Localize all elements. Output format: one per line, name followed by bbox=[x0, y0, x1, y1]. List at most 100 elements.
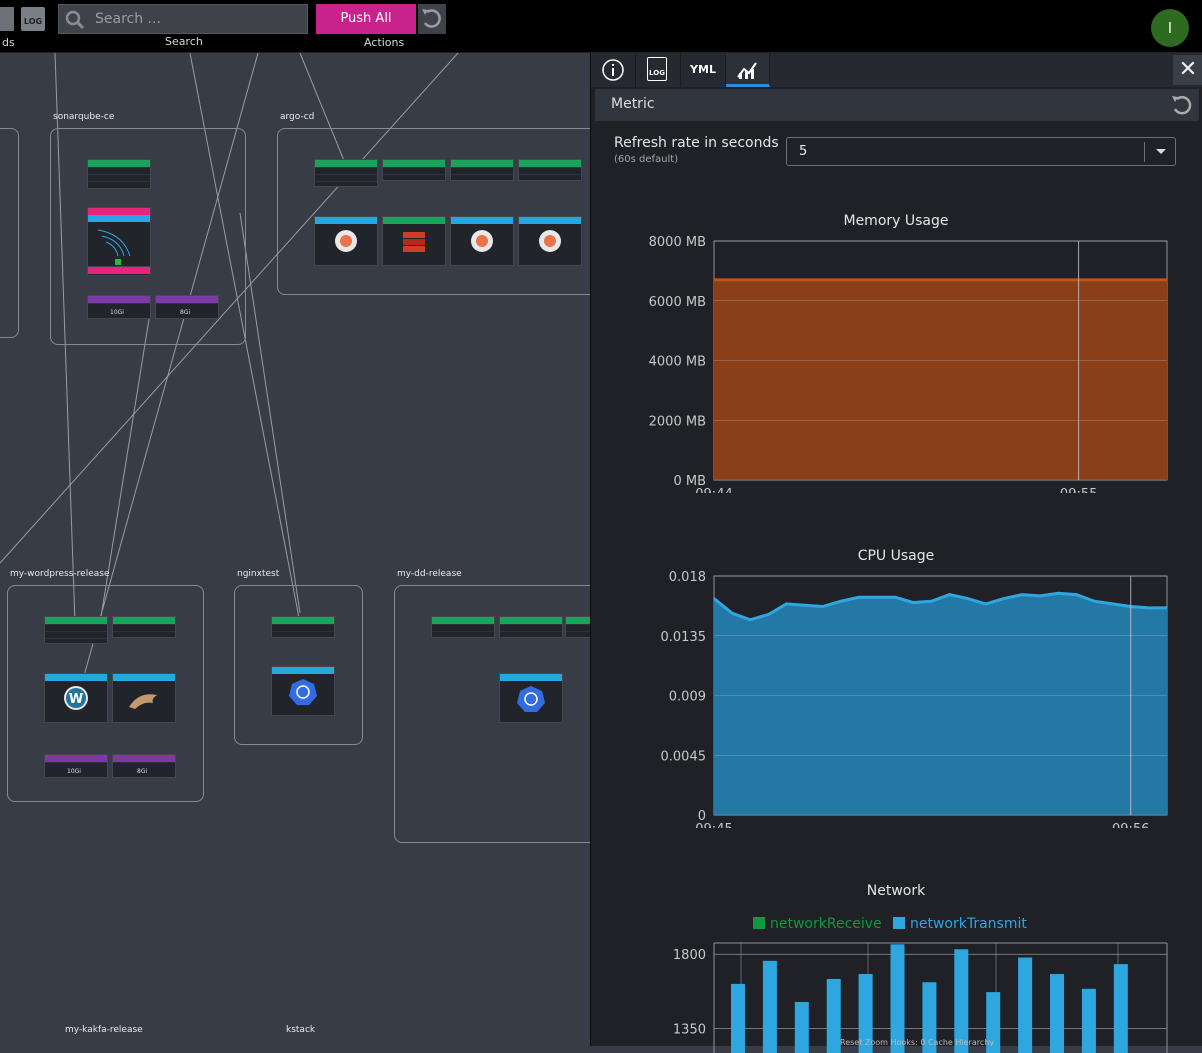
deployment-card[interactable] bbox=[314, 216, 378, 266]
y-tick-label: 0.009 bbox=[669, 690, 706, 705]
volume-size: 10Gi bbox=[110, 309, 124, 316]
volume-card[interactable] bbox=[87, 266, 151, 276]
select-separator bbox=[1144, 142, 1145, 162]
group-sonarqube-ce[interactable]: 10Gi 8Gi bbox=[50, 128, 246, 345]
close-panel-button[interactable]: ✕ bbox=[1173, 55, 1202, 85]
actions-caption: Actions bbox=[364, 36, 405, 49]
service-card[interactable] bbox=[87, 159, 151, 189]
deployment-card[interactable]: W bbox=[44, 673, 108, 723]
service-card[interactable] bbox=[44, 616, 108, 644]
redis-icon bbox=[403, 232, 425, 252]
network-transmit-bar bbox=[986, 992, 1001, 1053]
metric-section-header: Metric bbox=[595, 89, 1199, 121]
partial-group bbox=[0, 128, 19, 338]
volume-card[interactable]: 8Gi bbox=[155, 295, 219, 319]
network-transmit-bar bbox=[762, 960, 777, 1053]
status-bar: Reset Zoom Hooks: 0 Cache Hierarchy bbox=[840, 1038, 995, 1046]
argo-icon bbox=[471, 230, 493, 252]
group-label-kstack: kstack bbox=[286, 1025, 316, 1035]
statefulset-card[interactable] bbox=[87, 207, 151, 269]
series-area bbox=[714, 593, 1167, 815]
series-area bbox=[714, 279, 1167, 480]
chart-title: Network bbox=[867, 883, 926, 899]
search-input[interactable]: Search ... bbox=[58, 4, 308, 34]
tab-yml[interactable]: YML bbox=[681, 53, 726, 87]
deployment-card[interactable] bbox=[382, 216, 446, 266]
log-icon[interactable]: LOG bbox=[21, 7, 45, 31]
refresh-rate-label: Refresh rate in seconds bbox=[614, 135, 779, 151]
volume-card[interactable]: 10Gi bbox=[44, 754, 108, 778]
group-my-wordpress-release[interactable]: W 10Gi 8Gi bbox=[7, 585, 204, 802]
close-icon: ✕ bbox=[1178, 57, 1198, 82]
network-transmit-bar bbox=[954, 949, 969, 1053]
mariadb-icon bbox=[129, 694, 157, 709]
deployment-card[interactable] bbox=[271, 666, 335, 716]
y-tick-label: 4000 MB bbox=[649, 355, 706, 370]
service-card[interactable] bbox=[518, 159, 582, 181]
network-transmit-bar bbox=[858, 974, 873, 1053]
statefulset-card[interactable] bbox=[112, 673, 176, 723]
sonarqube-icon bbox=[97, 229, 131, 257]
group-nginxtest[interactable] bbox=[234, 585, 363, 745]
series-line bbox=[713, 591, 1167, 622]
search-icon bbox=[65, 10, 85, 30]
search-placeholder: Search ... bbox=[95, 11, 161, 27]
service-card[interactable] bbox=[431, 616, 495, 638]
deployment-card[interactable] bbox=[450, 216, 514, 266]
tab-log[interactable]: LOG bbox=[636, 53, 681, 87]
refresh-rate-select[interactable]: 5 bbox=[786, 137, 1176, 166]
volume-card[interactable]: 10Gi bbox=[87, 295, 151, 319]
kubernetes-icon bbox=[517, 686, 545, 712]
chart-title: CPU Usage bbox=[858, 548, 935, 564]
group-argo-cd[interactable] bbox=[277, 128, 590, 295]
topology-canvas[interactable]: sonarqube-ce 10Gi 8Gi argo-cd my-wordpre… bbox=[0, 53, 590, 1046]
y-tick-label: 0.0045 bbox=[661, 749, 707, 764]
group-label-nginxtest: nginxtest bbox=[237, 569, 280, 579]
x-tick-label: 09:44 bbox=[695, 487, 732, 493]
log-icon-label: LOG bbox=[23, 17, 43, 26]
y-tick-label: 1800 bbox=[673, 948, 706, 963]
kubernetes-icon bbox=[289, 679, 317, 705]
wordpress-icon: W bbox=[64, 686, 88, 710]
panel-tabs: LOG YML ✕ bbox=[591, 53, 1202, 87]
user-avatar[interactable]: I bbox=[1151, 9, 1189, 47]
y-tick-label: 0 MB bbox=[673, 474, 706, 489]
group-label-my-kakfa-release: my-kakfa-release bbox=[65, 1025, 143, 1035]
daemonset-card[interactable] bbox=[499, 673, 563, 723]
network-transmit-bar bbox=[1050, 974, 1065, 1053]
network-chart: Network networkReceive networkTransmit 1800… bbox=[673, 883, 1168, 1053]
tab-metrics[interactable] bbox=[726, 53, 770, 87]
tab-info[interactable] bbox=[591, 53, 636, 87]
service-card[interactable] bbox=[499, 616, 563, 638]
network-transmit-bar bbox=[731, 983, 745, 1053]
service-card[interactable] bbox=[112, 616, 176, 638]
group-my-dd-release[interactable] bbox=[394, 585, 590, 843]
service-card[interactable] bbox=[450, 159, 514, 181]
volume-size: 8Gi bbox=[180, 309, 191, 316]
service-card[interactable] bbox=[314, 159, 378, 187]
network-transmit-bar bbox=[1018, 957, 1033, 1053]
service-card[interactable] bbox=[382, 159, 446, 181]
y-tick-label: 0.018 bbox=[669, 570, 706, 585]
x-tick-label: 09:45 bbox=[695, 822, 732, 828]
network-transmit-bar bbox=[1081, 988, 1096, 1053]
undo-icon bbox=[422, 9, 441, 28]
group-label-argo-cd: argo-cd bbox=[280, 112, 315, 122]
network-transmit-bar bbox=[794, 1002, 809, 1053]
sidebar-toggle-icon[interactable] bbox=[0, 7, 14, 31]
network-transmit-bar bbox=[1113, 964, 1128, 1053]
legend-label: networkReceive bbox=[770, 916, 882, 932]
service-card[interactable] bbox=[271, 616, 335, 638]
legend-swatch bbox=[753, 917, 765, 929]
chevron-down-icon[interactable] bbox=[1156, 149, 1166, 154]
volume-card[interactable]: 8Gi bbox=[112, 754, 176, 778]
undo-button[interactable] bbox=[418, 4, 446, 34]
group-label-my-wordpress-release: my-wordpress-release bbox=[10, 569, 110, 579]
log-icon: LOG bbox=[647, 57, 667, 81]
group-label-sonarqube-ce: sonarqube-ce bbox=[53, 112, 115, 122]
legend-swatch bbox=[893, 917, 905, 929]
reset-icon[interactable] bbox=[1169, 92, 1195, 118]
service-card[interactable] bbox=[565, 616, 590, 638]
push-all-button[interactable]: Push All bbox=[316, 4, 416, 34]
deployment-card[interactable] bbox=[518, 216, 582, 266]
